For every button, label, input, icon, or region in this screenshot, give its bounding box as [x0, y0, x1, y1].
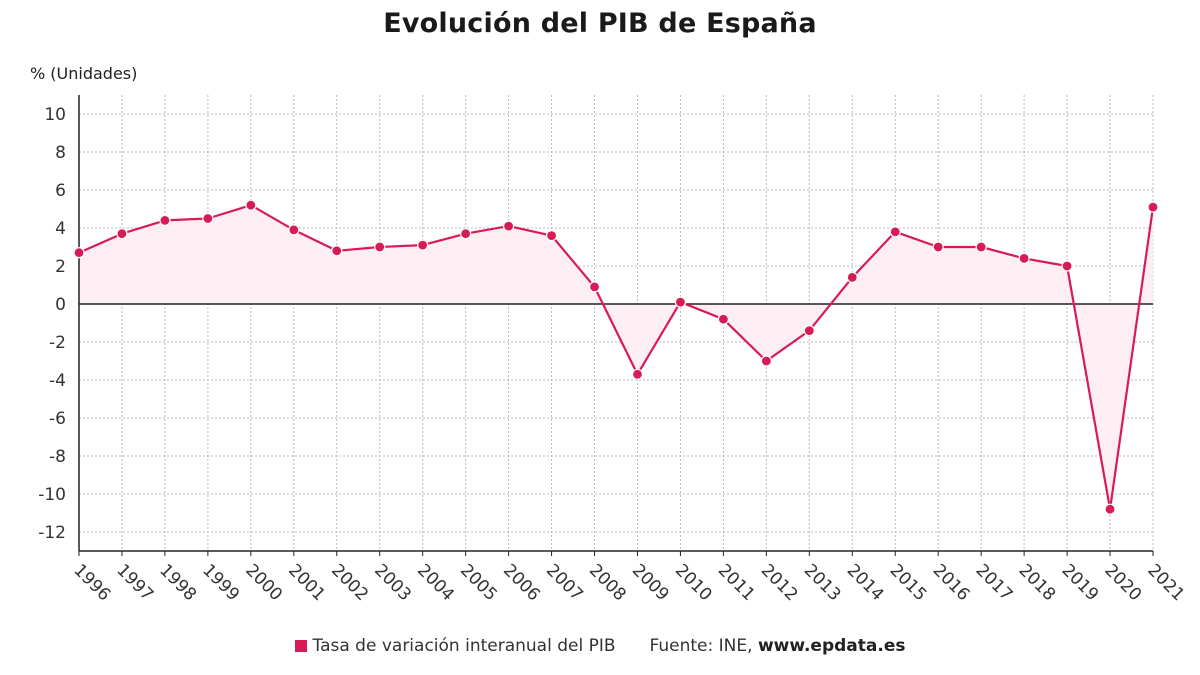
- data-point: [417, 239, 429, 251]
- data-point: [460, 228, 472, 240]
- data-point: [631, 368, 644, 380]
- data-point: [1147, 201, 1159, 213]
- y-axis-unit-label: % (Unidades): [30, 64, 138, 83]
- data-point: [717, 313, 730, 325]
- x-tick-label: 2006: [499, 560, 544, 605]
- y-tick-label: 4: [55, 219, 66, 239]
- source-label: Fuente: INE,: [649, 636, 753, 656]
- x-tick-label: 2001: [284, 560, 329, 605]
- area-fill: [79, 205, 1153, 510]
- legend-swatch: [294, 640, 307, 652]
- y-tick-label: -4: [49, 371, 66, 391]
- y-tick-label: -12: [38, 523, 66, 543]
- x-tick-label: 2013: [800, 560, 845, 605]
- data-point: [674, 296, 687, 308]
- chart-title: Evolución del PIB de España: [383, 8, 817, 39]
- series-line: [78, 204, 1155, 511]
- x-tick-label: 1999: [198, 560, 243, 605]
- data-point: [889, 226, 901, 238]
- source-site: www.epdata.es: [757, 636, 906, 656]
- y-tick-label: -8: [49, 447, 66, 467]
- x-tick-label: 1997: [112, 560, 157, 605]
- y-tick-label: -2: [49, 333, 66, 353]
- x-tick-label: 2004: [413, 560, 458, 605]
- y-tick-label: -10: [38, 485, 66, 505]
- y-tick-label: -6: [49, 409, 66, 429]
- legend-label: Tasa de variación interanual del PIB: [312, 636, 616, 656]
- x-tick-label: 2005: [456, 560, 501, 605]
- x-tick-label: 2011: [714, 560, 759, 605]
- data-point: [374, 241, 386, 253]
- data-point: [73, 247, 85, 259]
- data-point: [503, 220, 515, 232]
- data-point: [1104, 503, 1116, 515]
- x-tick-label: 2002: [327, 560, 372, 605]
- data-point: [932, 241, 944, 253]
- x-tick-label: 2020: [1101, 560, 1146, 605]
- x-tick-label: 2019: [1058, 560, 1103, 605]
- data-point: [116, 228, 128, 240]
- x-tick-label: 2015: [886, 560, 931, 605]
- data-point: [803, 325, 815, 337]
- data-point: [202, 212, 214, 225]
- data-point: [331, 245, 343, 257]
- y-tick-label: 10: [44, 105, 66, 125]
- x-tick-label: 2014: [843, 560, 888, 605]
- data-point: [760, 355, 772, 367]
- x-tick-label: 2007: [542, 560, 587, 605]
- y-tick-label: 6: [55, 181, 66, 201]
- legend: Tasa de variación interanual del PIB Fuen…: [0, 636, 1200, 656]
- data-point: [245, 199, 257, 211]
- x-tick-label: 2009: [628, 560, 673, 605]
- x-tick-label: 2000: [241, 560, 286, 605]
- data-point: [588, 281, 601, 293]
- data-point: [545, 230, 558, 242]
- data-point: [159, 214, 171, 226]
- y-tick-label: 2: [55, 257, 66, 277]
- x-tick-label: 2016: [929, 560, 974, 605]
- data-point: [975, 241, 987, 253]
- data-point: [846, 271, 858, 283]
- x-tick-label: 1996: [69, 560, 114, 605]
- x-tick-label: 2021: [1143, 560, 1188, 605]
- x-tick-label: 2008: [585, 560, 630, 605]
- data-point: [1018, 252, 1030, 264]
- data-point: [288, 224, 300, 236]
- x-tick-label: 2010: [671, 560, 716, 605]
- data-point: [1061, 260, 1073, 272]
- y-tick-label: 8: [55, 143, 66, 163]
- x-tick-label: 2018: [1015, 560, 1060, 605]
- x-tick-label: 1998: [155, 560, 200, 605]
- y-tick-label: 0: [55, 295, 66, 315]
- x-tick-label: 2003: [370, 560, 415, 605]
- x-tick-label: 2017: [972, 560, 1017, 605]
- x-tick-label: 2012: [757, 560, 802, 605]
